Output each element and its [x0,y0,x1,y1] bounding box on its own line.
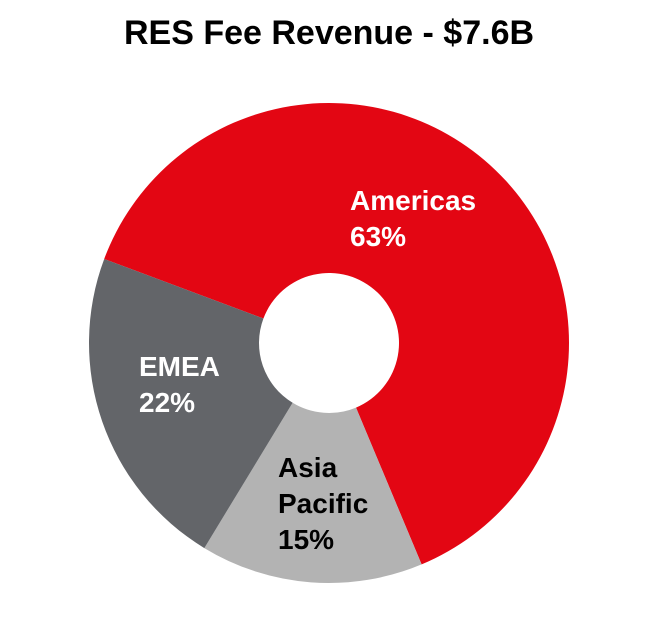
slice-label-line: EMEA [139,351,220,382]
slice-emea [89,258,293,549]
slice-label-line: Asia [278,452,338,483]
slice-label-line: Americas [350,185,476,216]
slice-label-americas: Americas 63% [350,185,476,252]
chart-title: RES Fee Revenue - $7.6B [123,14,535,52]
slice-label-line: 15% [278,524,334,555]
slice-americas [104,102,570,565]
slice-label-line: 22% [139,387,195,418]
slice-label-asia-pacific: Asia Pacific 15% [278,452,368,555]
slice-label-line: Pacific [278,488,368,519]
slice-label-line: 63% [350,221,406,252]
slice-asia-pacific [204,402,422,584]
slice-label-emea: EMEA 22% [139,351,220,418]
